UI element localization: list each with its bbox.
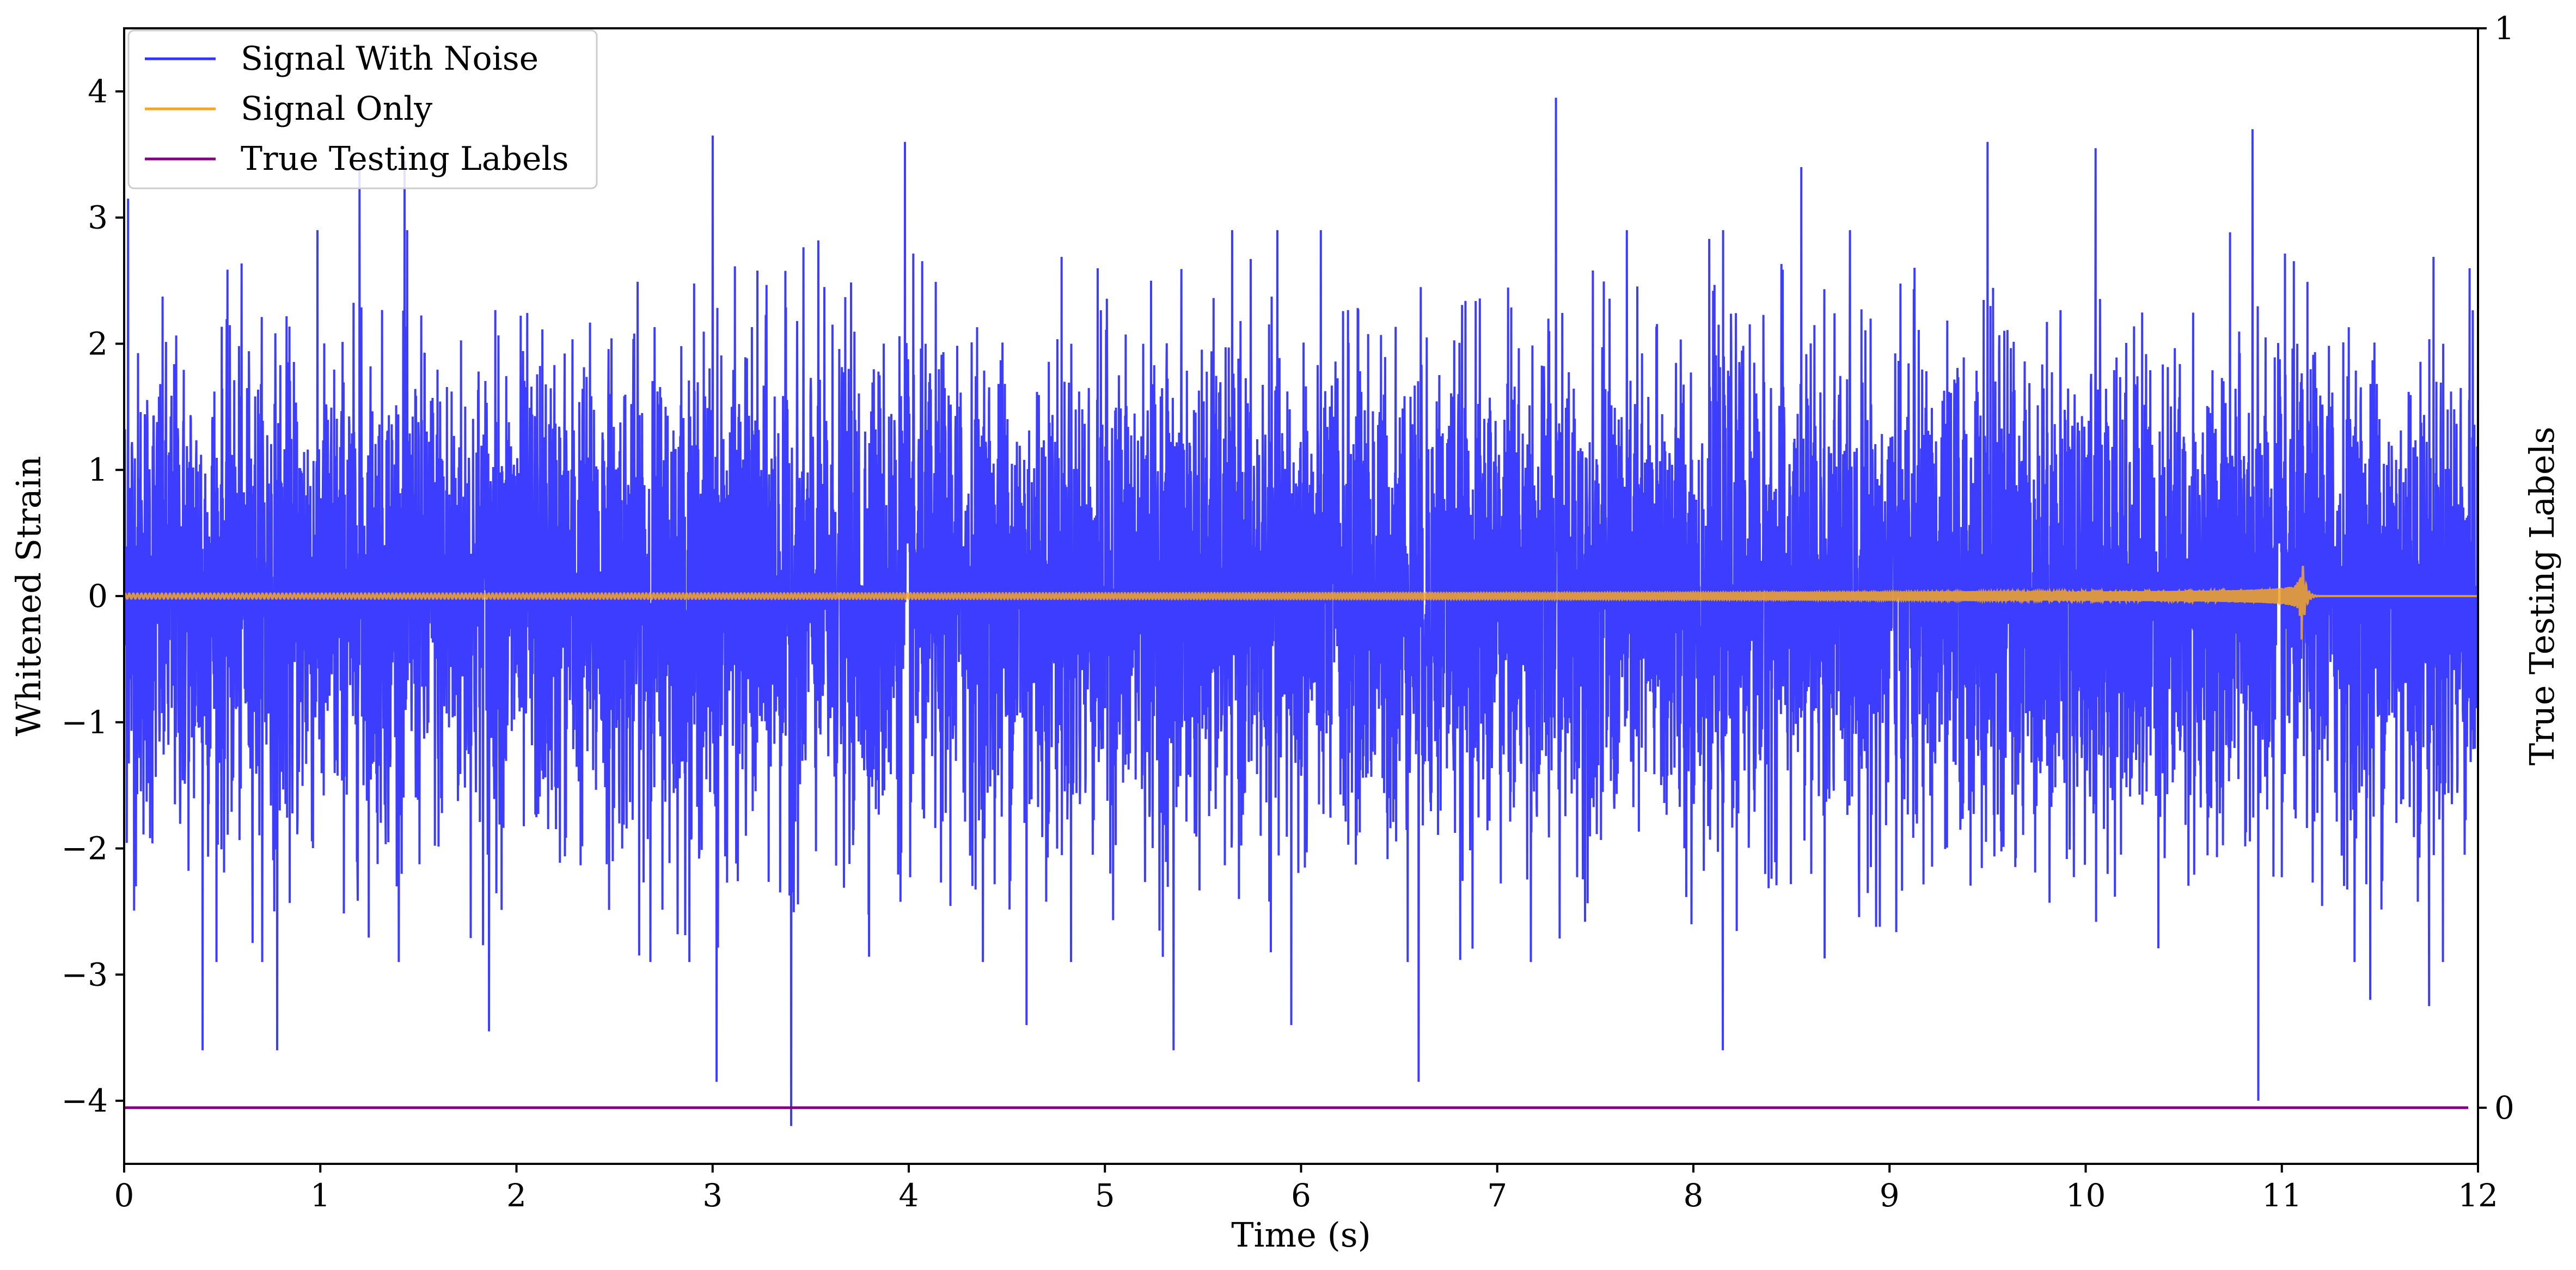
x-axis: 0 1 2 3 4 5 6 7 8 9 10 11 12 [114,1164,2498,1214]
x-tick-label: 11 [2262,1177,2302,1214]
x-tick-label: 5 [1095,1177,1115,1214]
y-tick-label: 3 [88,199,108,236]
x-tick-label: 6 [1291,1177,1311,1214]
y-tick-label: 2 [88,325,108,362]
y-axis: −4 −3 −2 −1 0 1 2 3 4 [62,73,124,1119]
y-tick-label: 4 [88,73,108,110]
x-tick-label: 9 [1880,1177,1900,1214]
series-layer [124,97,2478,1126]
legend-box [127,29,598,189]
legend-label-signal-with-noise: Signal With Noise [241,40,539,78]
y-tick-label: −4 [62,1082,108,1119]
legend: Signal With Noise Signal Only True Testi… [127,29,598,189]
legend-label-true-testing-labels: True Testing Labels [241,140,569,178]
y-axis-label: Whitened Strain [9,456,48,737]
y2-tick-label: 1 [2494,10,2514,47]
y-tick-label: −2 [62,830,108,867]
y2-axis-label: True Testing Labels [2522,427,2562,766]
legend-label-signal-only: Signal Only [241,90,432,128]
y2-tick-label: 0 [2494,1089,2514,1126]
series-signal-only [124,566,2478,640]
x-tick-label: 0 [114,1177,134,1214]
x-tick-label: 2 [506,1177,527,1214]
y-tick-label: −3 [62,956,108,993]
x-tick-label: 4 [899,1177,919,1214]
x-tick-label: 8 [1684,1177,1704,1214]
x-tick-label: 1 [310,1177,331,1214]
x-tick-label: 12 [2458,1177,2498,1214]
y2-axis: 01 [2478,10,2514,1126]
x-tick-label: 3 [702,1177,723,1214]
x-axis-label: Time (s) [1231,1215,1371,1255]
x-tick-label: 10 [2066,1177,2106,1214]
y-tick-label: 1 [88,451,108,488]
series-signal-with-noise [124,97,2478,1126]
y-tick-label: 0 [88,578,108,615]
x-tick-label: 7 [1487,1177,1507,1214]
y-tick-label: −1 [62,704,108,741]
